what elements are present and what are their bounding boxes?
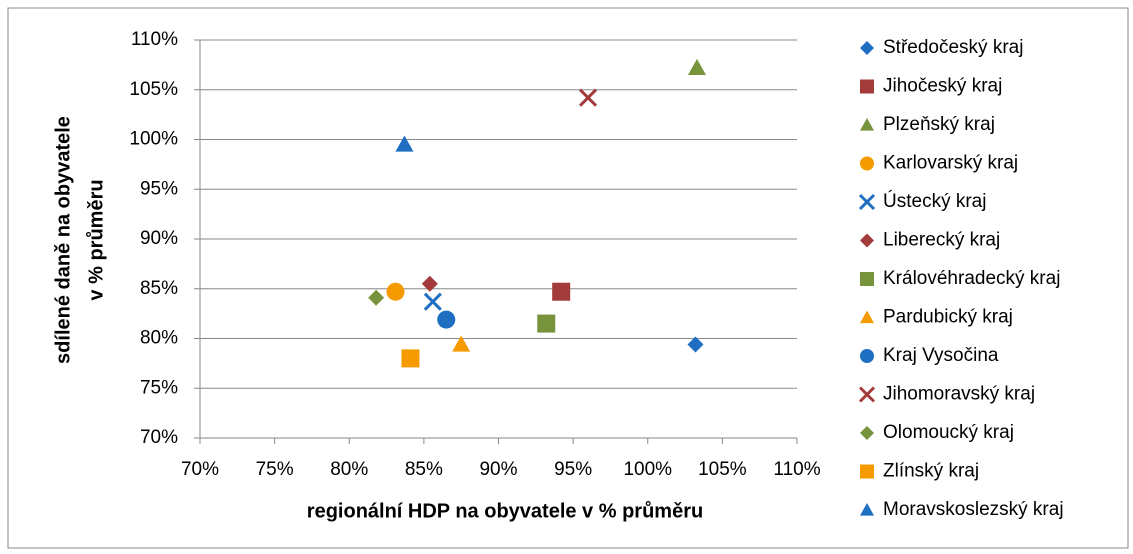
data-point bbox=[401, 349, 420, 368]
y-axis-title: sdílené daně na obyvatele bbox=[52, 116, 74, 364]
data-point bbox=[395, 135, 414, 152]
data-point bbox=[423, 292, 442, 311]
legend-label: Středočeský kraj bbox=[883, 37, 1023, 58]
legend-marker bbox=[860, 464, 874, 479]
legend-marker bbox=[860, 41, 874, 55]
legend-label: Liberecký kraj bbox=[883, 230, 1000, 251]
legend-label: Moravskoslezský kraj bbox=[883, 499, 1064, 520]
legend-marker bbox=[860, 503, 874, 516]
y-tick-label: 105% bbox=[129, 79, 178, 100]
y-axis-title: v % průměru bbox=[85, 179, 107, 300]
x-axis-title: regionální HDP na obyvatele v % průměru bbox=[307, 500, 703, 522]
legend-label: Pardubický kraj bbox=[883, 307, 1013, 328]
legend-marker bbox=[860, 156, 874, 171]
x-tick-label: 85% bbox=[405, 459, 443, 480]
x-tick-label: 100% bbox=[623, 459, 672, 480]
legend-label: Olomoucký kraj bbox=[883, 422, 1014, 443]
y-tick-label: 95% bbox=[140, 178, 178, 199]
x-tick-label: 80% bbox=[330, 459, 368, 480]
data-point bbox=[688, 58, 707, 76]
y-tick-label: 85% bbox=[140, 278, 178, 299]
y-tick-label: 110% bbox=[131, 29, 178, 50]
y-tick-label: 75% bbox=[140, 377, 178, 398]
legend-marker bbox=[860, 310, 874, 324]
legend-marker bbox=[858, 386, 876, 403]
legend-marker bbox=[860, 79, 874, 94]
legend-marker bbox=[860, 349, 874, 363]
data-point bbox=[386, 282, 405, 301]
data-point bbox=[421, 275, 438, 292]
data-point bbox=[552, 282, 571, 301]
data-point bbox=[537, 314, 556, 333]
legend-label: Kraj Vysočina bbox=[883, 345, 999, 366]
legend-marker bbox=[860, 233, 874, 248]
legend-label: Karlovarský kraj bbox=[883, 153, 1018, 174]
chart-frame bbox=[7, 7, 1129, 549]
data-point bbox=[437, 310, 456, 329]
x-tick-label: 95% bbox=[554, 459, 592, 480]
legend-label: Jihočeský kraj bbox=[883, 76, 1002, 97]
x-tick-label: 75% bbox=[256, 459, 294, 480]
legend-label: Královéhradecký kraj bbox=[883, 268, 1060, 289]
x-tick-label: 90% bbox=[479, 459, 517, 480]
y-tick-label: 70% bbox=[140, 427, 178, 448]
y-tick-label: 80% bbox=[140, 328, 178, 349]
x-tick-label: 70% bbox=[181, 459, 219, 480]
y-tick-label: 100% bbox=[129, 129, 178, 150]
legend-label: Zlínský kraj bbox=[883, 461, 979, 482]
data-point bbox=[452, 335, 471, 352]
data-point bbox=[687, 336, 704, 353]
legend-marker bbox=[860, 118, 874, 131]
legend-label: Jihomoravský kraj bbox=[883, 384, 1035, 405]
legend-marker bbox=[858, 193, 876, 211]
legend-marker bbox=[860, 272, 874, 286]
legend-label: Ústecký kraj bbox=[883, 190, 986, 212]
data-point bbox=[368, 289, 385, 306]
data-point bbox=[578, 88, 598, 107]
y-tick-label: 90% bbox=[140, 228, 178, 249]
x-tick-label: 110% bbox=[773, 459, 820, 480]
legend-marker bbox=[860, 426, 874, 440]
x-tick-label: 105% bbox=[698, 459, 747, 480]
legend-label: Plzeňský kraj bbox=[883, 114, 995, 135]
